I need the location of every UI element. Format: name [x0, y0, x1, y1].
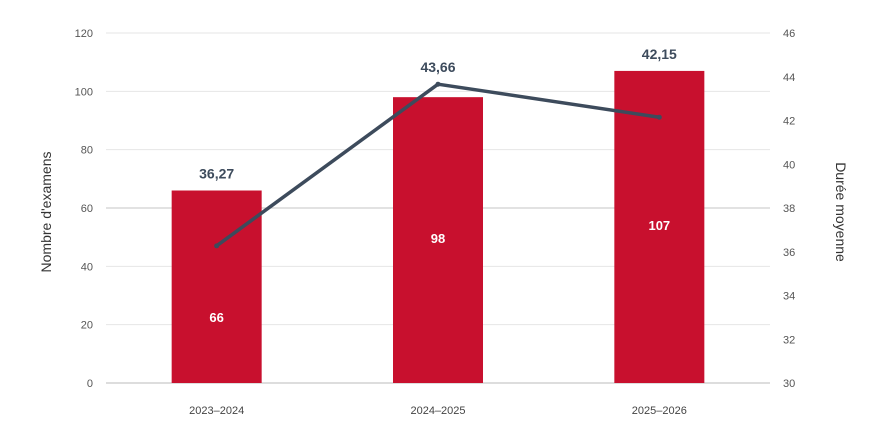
left-axis-ticks: 0 20 40 60 80 100 120	[75, 28, 93, 390]
x-tick-label: 2024–2025	[410, 405, 465, 417]
line-data-label: 43,66	[420, 59, 455, 75]
line-point	[656, 114, 662, 120]
right-axis-ticks: 30 32 34 36 38 40 42 44 46	[783, 28, 795, 390]
line-data-label: 42,15	[642, 46, 677, 62]
right-axis-title: Durée moyenne	[833, 162, 849, 262]
x-tick-label: 2023–2024	[189, 405, 244, 417]
right-tick-label: 42	[783, 116, 795, 128]
left-tick-label: 40	[81, 261, 93, 273]
right-tick-label: 32	[783, 334, 795, 346]
right-tick-label: 44	[783, 72, 795, 84]
x-axis-ticks: 2023–2024 2024–2025 2025–2026	[189, 405, 687, 417]
left-tick-label: 120	[75, 28, 93, 40]
left-tick-label: 60	[81, 203, 93, 215]
right-tick-label: 30	[783, 378, 795, 390]
bar	[614, 70, 705, 384]
bar	[393, 97, 483, 384]
x-tick-label: 2025–2026	[632, 405, 687, 417]
bar-data-label: 66	[209, 310, 223, 325]
bar-data-label: 98	[431, 231, 445, 246]
right-tick-label: 34	[783, 291, 795, 303]
bar-data-label: 107	[648, 218, 670, 233]
bar	[171, 190, 262, 383]
left-tick-label: 0	[87, 378, 93, 390]
left-axis-title: Nombre d'examens	[38, 152, 54, 273]
left-tick-label: 100	[75, 86, 93, 98]
line-point	[214, 243, 220, 249]
right-tick-label: 40	[783, 159, 795, 171]
right-tick-label: 38	[783, 203, 795, 215]
left-tick-label: 20	[81, 320, 93, 332]
line-point	[435, 81, 441, 87]
right-tick-label: 36	[783, 247, 795, 259]
line-data-label: 36,27	[199, 166, 234, 182]
right-tick-label: 46	[783, 28, 795, 40]
bar-series: 66 98 107	[171, 70, 705, 384]
left-tick-label: 80	[81, 145, 93, 157]
line-series: 36,27 43,66 42,15	[199, 46, 677, 249]
